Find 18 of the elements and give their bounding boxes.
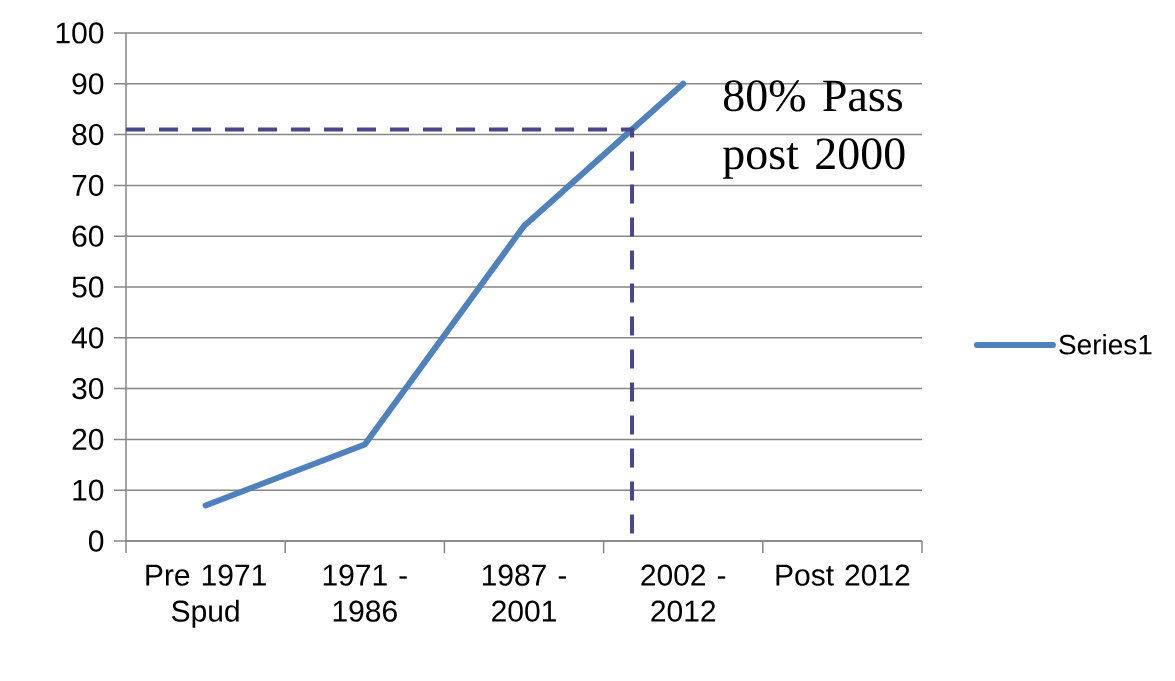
y-tick-label: 10 [73, 479, 104, 501]
x-tick-label: 2002 - 2012 [641, 564, 726, 622]
x-tick-label: Pre 1971 Spud [146, 564, 266, 628]
y-tick-label: 50 [72, 276, 104, 298]
y-tick-label: 30 [72, 377, 104, 400]
y-tick-label: 60 [72, 225, 104, 247]
y-tick-label: 100 [56, 22, 104, 44]
x-tick-label: 1971 - 1986 [323, 564, 407, 622]
y-tick-label: 70 [72, 174, 104, 197]
y-tick-label: 40 [71, 327, 104, 349]
y-tick-label: 80 [72, 123, 104, 146]
y-tick-label: 20 [72, 428, 104, 451]
x-tick-label: Post 2012 [776, 564, 910, 586]
legend-label: Series1 [1059, 334, 1152, 355]
y-tick-label: 0 [88, 530, 104, 552]
ref-line-label: 80% Pass post 2000 [722, 80, 905, 179]
x-tick-label: 1987 - 2001 [482, 564, 567, 622]
y-tick-label: 90 [72, 73, 104, 95]
